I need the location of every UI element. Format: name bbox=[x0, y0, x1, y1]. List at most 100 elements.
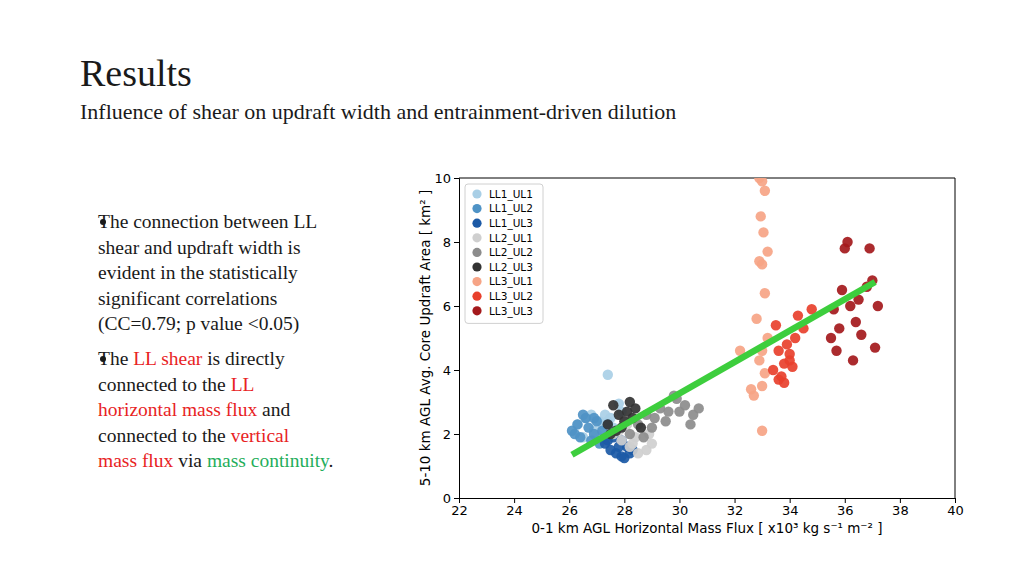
bullet-run: vertical bbox=[231, 425, 290, 446]
series bbox=[826, 237, 883, 366]
point bbox=[570, 429, 580, 439]
point bbox=[757, 426, 767, 436]
x-tick: 26 bbox=[561, 498, 578, 518]
point bbox=[627, 438, 637, 448]
y-axis-line bbox=[454, 179, 460, 499]
point bbox=[845, 301, 855, 311]
point bbox=[751, 314, 761, 324]
point bbox=[647, 438, 657, 448]
x-tick: 22 bbox=[451, 498, 468, 518]
bullet-line: connected to the LL bbox=[98, 374, 254, 395]
point bbox=[782, 339, 792, 349]
bullet-run: connected to the bbox=[98, 425, 231, 446]
y-tick-mark bbox=[454, 434, 459, 435]
point bbox=[649, 413, 659, 423]
point bbox=[771, 320, 781, 330]
x-tick: 32 bbox=[727, 498, 744, 518]
y-tick-label: 2 bbox=[443, 427, 451, 442]
trend-line bbox=[572, 282, 875, 455]
bullet-run: The connection between LL bbox=[98, 211, 317, 232]
series bbox=[735, 178, 773, 436]
slide: Results Influence of shear on updraft wid… bbox=[0, 0, 1024, 576]
background bbox=[0, 0, 1024, 576]
point bbox=[762, 246, 772, 256]
x-tick: 24 bbox=[506, 498, 523, 518]
x-tick-label: 32 bbox=[727, 503, 744, 518]
y-tick-label: 6 bbox=[443, 299, 451, 314]
x-tick-label: 30 bbox=[672, 503, 689, 518]
slide-title: Results bbox=[80, 52, 192, 94]
bullet-run: connected to the bbox=[98, 374, 231, 395]
x-axis: 22242628303234363840 bbox=[451, 498, 964, 518]
point bbox=[831, 346, 841, 356]
legend-label: LL3_UL1 bbox=[489, 275, 533, 288]
point bbox=[773, 346, 783, 356]
point bbox=[603, 419, 613, 429]
point bbox=[757, 259, 767, 269]
bullet-run: via bbox=[173, 450, 207, 471]
x-axis-title: 0-1 km AGL Horizontal Mass Flux [ x10³ k… bbox=[532, 520, 883, 536]
point bbox=[756, 211, 766, 221]
bullet-run: significant correlations bbox=[98, 288, 277, 309]
plot-area bbox=[567, 178, 883, 463]
point bbox=[842, 237, 852, 247]
point bbox=[572, 419, 582, 429]
point bbox=[660, 416, 670, 426]
y-tick: 4 bbox=[443, 363, 459, 378]
bullet-run: evident in the statistically bbox=[98, 262, 298, 283]
point bbox=[663, 406, 673, 416]
point bbox=[837, 285, 847, 295]
x-tick-label: 40 bbox=[947, 503, 964, 518]
bullet-run: The bbox=[98, 348, 133, 369]
point bbox=[694, 403, 704, 413]
bullet-line: horizontal mass flux and bbox=[98, 399, 290, 420]
legend-marker bbox=[472, 292, 481, 301]
legend-label: LL1_UL3 bbox=[489, 217, 533, 230]
point bbox=[873, 301, 883, 311]
point bbox=[826, 333, 836, 343]
x-tick: 30 bbox=[672, 498, 689, 518]
legend-label: LL1_UL2 bbox=[489, 202, 533, 215]
point bbox=[636, 422, 646, 432]
legend-marker bbox=[472, 306, 481, 315]
x-axis-line bbox=[460, 499, 956, 504]
bullet-run: and bbox=[257, 399, 290, 420]
bullet-run: (CC=0.79; p value <0.05) bbox=[98, 313, 299, 335]
point bbox=[685, 419, 695, 429]
bullet-run: horizontal mass flux bbox=[98, 399, 257, 420]
y-tick-label: 8 bbox=[443, 235, 451, 250]
bullet-line: significant correlations bbox=[98, 288, 277, 309]
slide-subtitle: Influence of shear on updraft width and … bbox=[80, 99, 676, 124]
legend-label: LL1_UL1 bbox=[489, 188, 533, 201]
y-tick: 6 bbox=[443, 299, 459, 314]
point bbox=[749, 390, 759, 400]
legend-label: LL3_UL3 bbox=[489, 305, 533, 318]
bullet-run: LL shear bbox=[133, 348, 203, 369]
point bbox=[757, 178, 767, 186]
bullet-line: (CC=0.79; p value <0.05) bbox=[98, 313, 299, 335]
point bbox=[636, 422, 646, 432]
point bbox=[619, 453, 629, 463]
point bbox=[603, 370, 613, 380]
chart: 2224262830323436384002468100-1 km AGL Ho… bbox=[417, 171, 964, 536]
legend-marker bbox=[472, 233, 481, 242]
y-tick-mark bbox=[454, 370, 459, 371]
plot-frame-right bbox=[955, 178, 956, 498]
x-tick-label: 38 bbox=[892, 503, 909, 518]
bullet-line: evident in the statistically bbox=[98, 262, 298, 283]
legend-marker bbox=[472, 277, 481, 286]
bullet-line: The connection between LL bbox=[98, 211, 317, 232]
y-tick-mark bbox=[454, 498, 459, 499]
y-axis: 0246810 bbox=[434, 171, 459, 506]
x-tick: 38 bbox=[892, 498, 909, 518]
point bbox=[784, 355, 794, 365]
plot-frame-top bbox=[459, 178, 955, 179]
bullet-run: LL bbox=[231, 374, 255, 395]
point bbox=[768, 365, 778, 375]
x-tick: 40 bbox=[947, 498, 964, 518]
y-tick-label: 0 bbox=[443, 491, 451, 506]
y-tick-mark bbox=[454, 178, 459, 179]
point bbox=[757, 381, 767, 391]
legend-label: LL2_UL3 bbox=[489, 261, 533, 274]
y-axis-title: 5-10 km AGL Avg. Core Updraft Area [ km²… bbox=[417, 190, 433, 486]
